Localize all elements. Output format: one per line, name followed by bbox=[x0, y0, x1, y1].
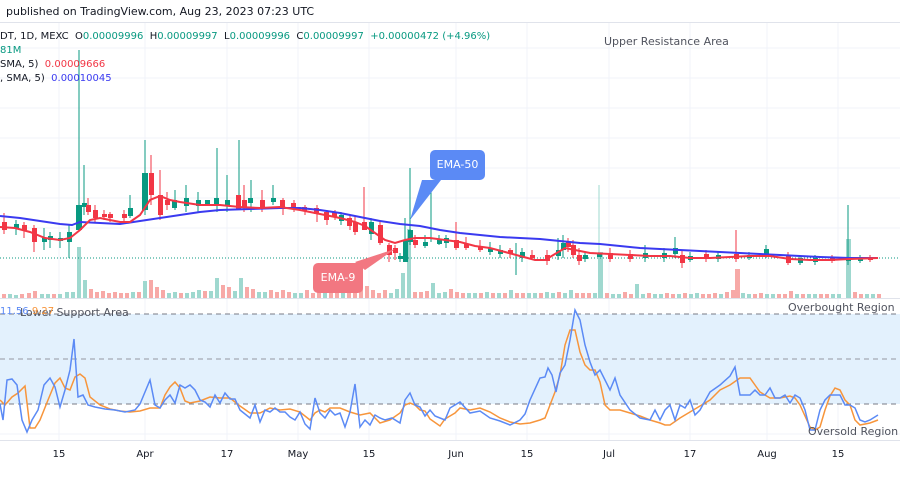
open-value: 0.00009996 bbox=[82, 31, 144, 42]
ema9-callout: EMA-9 bbox=[320, 271, 356, 284]
oversold-label: Oversold Region bbox=[808, 425, 899, 438]
rsi-line bbox=[0, 307, 879, 434]
ema50-legend: , SMA, 5) 0.00010045 bbox=[0, 73, 112, 84]
ema9-legend-label: SMA, 5) bbox=[0, 59, 39, 70]
high-value: 0.00009997 bbox=[157, 31, 218, 42]
xaxis-label: 15 bbox=[831, 449, 845, 460]
rsi-signal-value: 9.27 bbox=[31, 306, 55, 317]
overbought-label: Overbought Region bbox=[788, 301, 895, 314]
xaxis-label: 17 bbox=[220, 449, 234, 460]
rsi-signal-line bbox=[0, 329, 879, 431]
volume-legend: 81M bbox=[0, 45, 21, 56]
rsi-legend: 11.56 9.27 bbox=[0, 306, 54, 317]
horizontal-gridlines bbox=[0, 47, 900, 229]
rsi-value: 11.56 bbox=[0, 306, 29, 317]
xaxis-label: Aug bbox=[757, 449, 777, 460]
ema9-legend: SMA, 5) 0.00009666 bbox=[0, 59, 105, 70]
xaxis-label: Jun bbox=[448, 449, 464, 460]
ema9-line bbox=[0, 194, 879, 261]
xaxis-label: May bbox=[287, 449, 309, 460]
xaxis-label: Jul bbox=[602, 449, 616, 460]
xaxis-label: Apr bbox=[136, 449, 154, 460]
publish-header: published on TradingView.com, Aug 23, 20… bbox=[0, 0, 900, 22]
ohlc-legend: DT, 1D, MEXC O0.00009996 H0.00009997 L0.… bbox=[0, 31, 491, 42]
ema50-line bbox=[0, 207, 878, 259]
xaxis-label: 15 bbox=[520, 449, 534, 460]
lower-support-label: Lower Support Area bbox=[20, 306, 129, 319]
ema50-legend-label: , SMA, 5) bbox=[0, 73, 45, 84]
symbol-label: DT, 1D, MEXC bbox=[0, 31, 69, 42]
ema50-callout-shape bbox=[410, 150, 485, 220]
ema9-legend-value: 0.00009666 bbox=[44, 59, 106, 70]
xaxis-label: 15 bbox=[362, 449, 376, 460]
xaxis-label: 15 bbox=[52, 449, 66, 460]
ema9-callout-shape bbox=[313, 249, 395, 293]
volume-bars bbox=[2, 229, 881, 299]
ema50-legend-value: 0.00010045 bbox=[51, 73, 112, 84]
candle-bodies bbox=[2, 173, 873, 263]
publish-info: published on TradingView.com, Aug 23, 20… bbox=[6, 5, 315, 18]
close-value: 0.00009997 bbox=[303, 31, 364, 42]
upper-resistance-label: Upper Resistance Area bbox=[604, 35, 729, 48]
volume-value: 81M bbox=[0, 45, 22, 56]
low-value: 0.00009996 bbox=[229, 31, 291, 42]
xaxis-label: 17 bbox=[683, 449, 697, 460]
change-value: +0.00000472 (+4.96%) bbox=[370, 31, 491, 42]
ema50-callout: EMA-50 bbox=[436, 158, 479, 171]
